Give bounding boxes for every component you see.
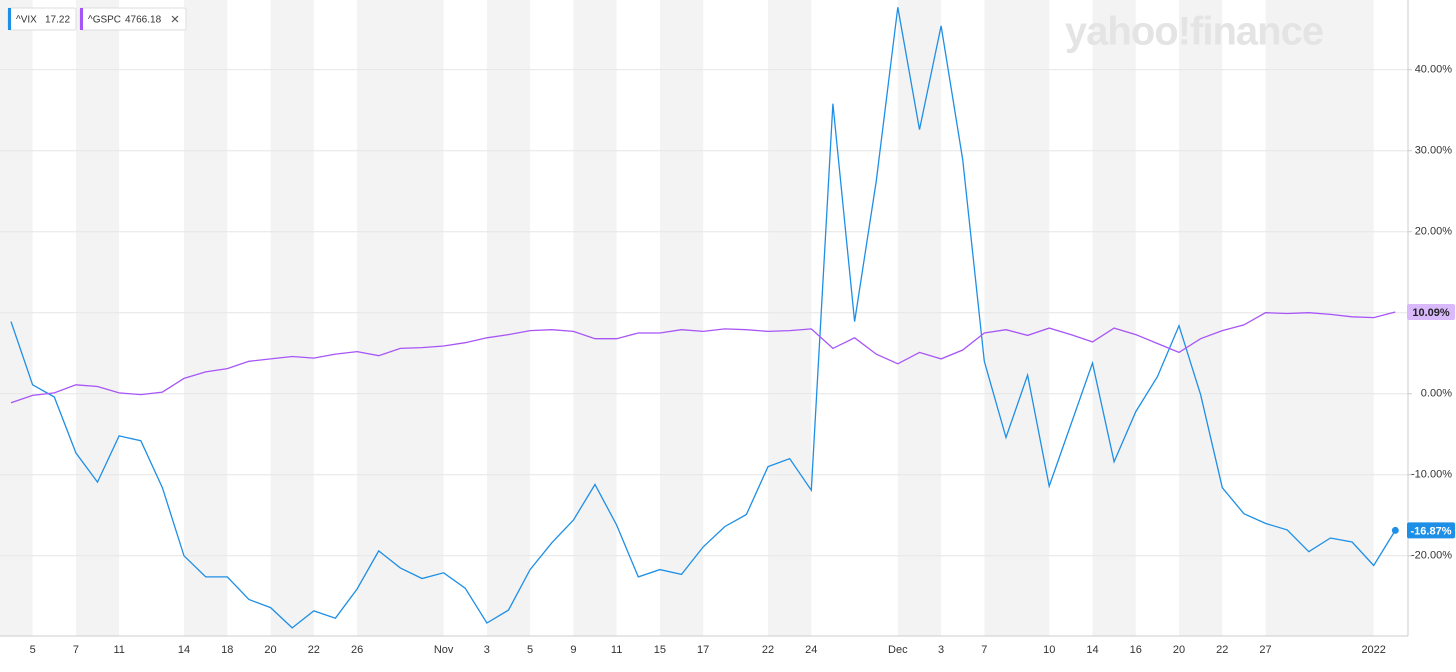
band bbox=[1179, 0, 1223, 636]
line bbox=[10, 7, 1396, 629]
legend-item: ^GSPC 4766.18 bbox=[79, 7, 187, 31]
x-tick-label: 7 bbox=[981, 644, 987, 656]
end-badge bbox=[1407, 522, 1455, 539]
legend-item: ^VIX 17.22 bbox=[7, 7, 77, 31]
band bbox=[0, 0, 33, 636]
x-tick-label: 5 bbox=[30, 644, 36, 656]
band bbox=[357, 0, 444, 636]
x-tick-label: 11 bbox=[113, 644, 124, 656]
x-tick-label: 5 bbox=[527, 644, 533, 656]
x-tick-label: 7 bbox=[73, 644, 79, 656]
x-tick-label: Dec bbox=[888, 644, 908, 656]
legend-name: ^GSPC bbox=[88, 15, 121, 26]
y-tick-label: 30.00% bbox=[1415, 145, 1453, 157]
x-tick-label: Nov bbox=[434, 644, 454, 656]
x-tick-label: 22 bbox=[308, 644, 320, 656]
x-tick-label: 15 bbox=[654, 644, 666, 656]
x-tick-label: 16 bbox=[1130, 644, 1142, 656]
legend-price: 4766.18 bbox=[125, 15, 162, 26]
band bbox=[1265, 0, 1374, 636]
legend-swatch bbox=[8, 8, 11, 30]
x-tick-label: 22 bbox=[1216, 644, 1228, 656]
band bbox=[984, 0, 1050, 636]
x-tick-label: 17 bbox=[697, 644, 709, 656]
legend-name: ^VIX bbox=[16, 15, 37, 26]
close-icon bbox=[171, 15, 179, 23]
band bbox=[897, 0, 942, 636]
x-tick-label: 11 bbox=[611, 644, 622, 656]
bands bbox=[0, 0, 1374, 636]
x-tick-label: 3 bbox=[484, 644, 490, 656]
x-tick-label: 20 bbox=[1173, 644, 1185, 656]
x-tick-label: 14 bbox=[1086, 644, 1098, 656]
legend-price: 17.22 bbox=[45, 15, 70, 26]
band bbox=[573, 0, 617, 636]
x-tick-label: 9 bbox=[570, 644, 576, 656]
line bbox=[10, 311, 1396, 404]
x-tick-label: 26 bbox=[351, 644, 363, 656]
y-tick-label: 20.00% bbox=[1415, 226, 1453, 238]
x-tick-label: 20 bbox=[264, 644, 276, 656]
end-label: -16.87% bbox=[1411, 525, 1452, 537]
watermark: yahoo!finance bbox=[1065, 10, 1323, 54]
x-tick-label: 18 bbox=[221, 644, 233, 656]
band bbox=[768, 0, 812, 636]
end-dot bbox=[1391, 526, 1399, 534]
band bbox=[486, 0, 531, 636]
legend-swatch bbox=[80, 8, 83, 30]
x-tick-label: 24 bbox=[805, 644, 817, 656]
x-tick-label: 14 bbox=[178, 644, 190, 656]
x-tick-label: 3 bbox=[938, 644, 944, 656]
band bbox=[1092, 0, 1136, 636]
x-tick-label: 22 bbox=[762, 644, 774, 656]
y-tick-label: -10.00% bbox=[1411, 469, 1452, 481]
band bbox=[270, 0, 314, 636]
y-tick-label: 0.00% bbox=[1421, 388, 1452, 400]
remove-button[interactable] bbox=[171, 15, 179, 23]
x-tick-label: 10 bbox=[1043, 644, 1055, 656]
end-label: 10.09% bbox=[1412, 307, 1450, 319]
y-tick-label: -20.00% bbox=[1411, 550, 1452, 562]
x-tick-label: 27 bbox=[1259, 644, 1271, 656]
band bbox=[184, 0, 228, 636]
band bbox=[75, 0, 120, 636]
end-badge bbox=[1407, 304, 1455, 321]
y-tick-label: 40.00% bbox=[1415, 64, 1453, 76]
x-tick-label: 2022 bbox=[1361, 644, 1385, 656]
band bbox=[659, 0, 704, 636]
